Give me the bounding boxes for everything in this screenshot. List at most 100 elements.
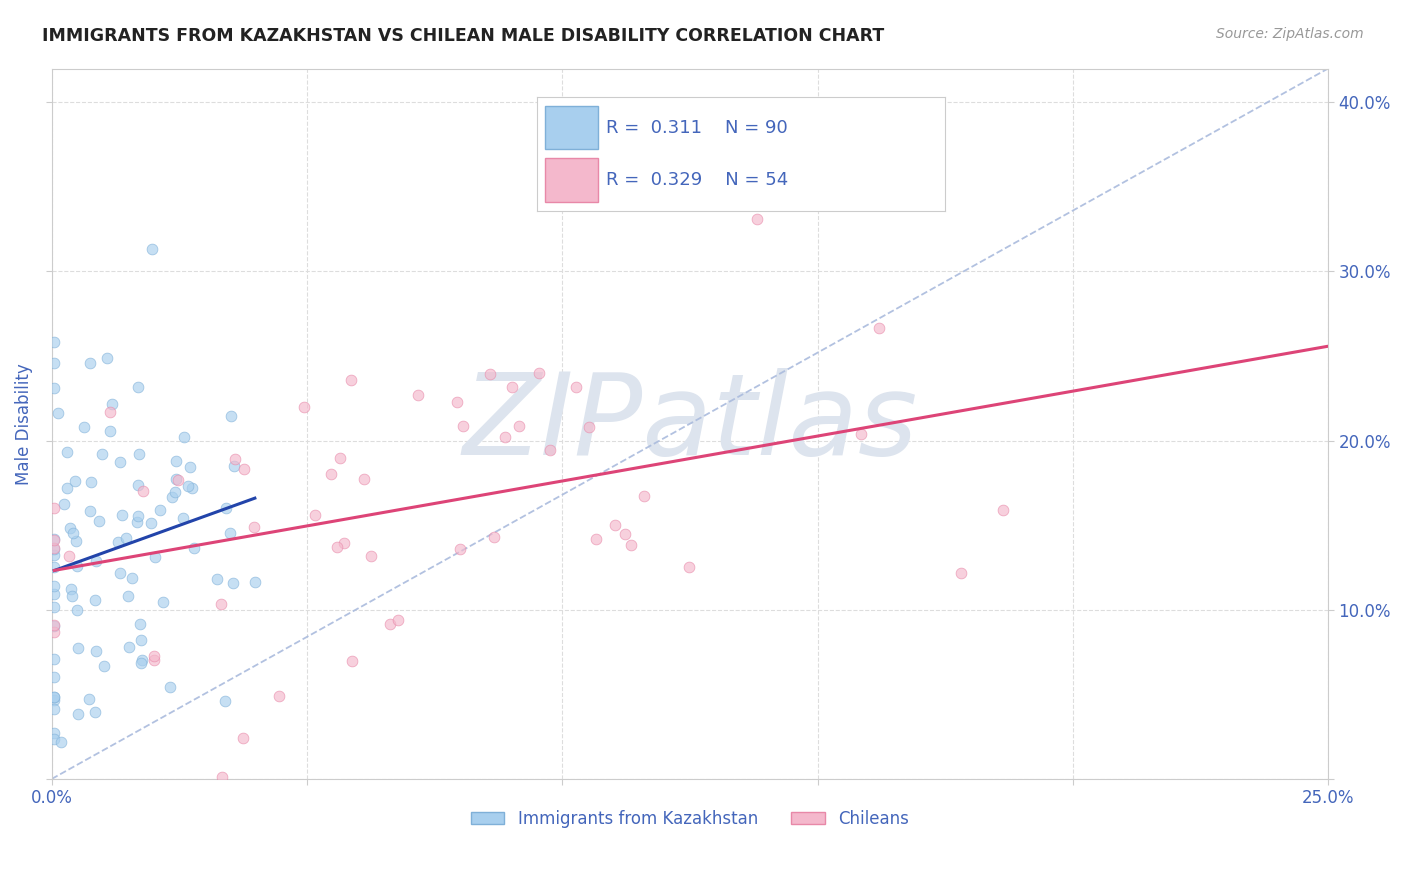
Point — [143, 648, 166, 663]
Point — [110, 508, 132, 523]
Point — [215, 501, 238, 516]
Point — [132, 483, 155, 498]
Point — [332, 535, 354, 549]
Point — [160, 490, 183, 504]
Point — [84, 644, 107, 658]
Point — [79, 504, 101, 518]
Point — [93, 658, 115, 673]
Point — [66, 559, 89, 574]
Point — [87, 514, 110, 528]
Point — [66, 641, 89, 656]
Point — [44, 690, 66, 705]
Point — [167, 474, 190, 488]
Point — [304, 508, 326, 522]
Point — [177, 479, 200, 493]
Point — [66, 707, 89, 722]
Point — [165, 472, 187, 486]
Point — [219, 409, 242, 423]
Point — [66, 603, 89, 617]
Point — [44, 560, 66, 574]
Point — [84, 705, 107, 719]
Point — [339, 373, 361, 387]
Point — [565, 380, 588, 394]
Point — [633, 489, 655, 503]
Point — [538, 443, 561, 458]
Point — [65, 533, 87, 548]
Point — [46, 406, 69, 420]
Point — [353, 472, 375, 486]
Point — [165, 485, 187, 500]
Point — [44, 334, 66, 349]
Point — [267, 689, 290, 703]
Point — [165, 454, 187, 468]
Point — [209, 597, 232, 611]
Point — [152, 595, 174, 609]
Point — [96, 351, 118, 365]
Point — [128, 447, 150, 461]
Point — [950, 566, 973, 581]
Point — [108, 566, 131, 580]
Point — [360, 549, 382, 563]
Point — [44, 501, 66, 516]
Point — [121, 571, 143, 585]
Point — [211, 770, 233, 784]
Point — [406, 388, 429, 402]
Point — [44, 652, 66, 666]
Point — [60, 582, 83, 597]
Point — [44, 578, 66, 592]
Point — [44, 542, 66, 557]
Point — [44, 356, 66, 370]
Point — [143, 653, 166, 667]
Point — [159, 681, 181, 695]
Point — [224, 452, 246, 467]
Point — [527, 366, 550, 380]
Point — [173, 430, 195, 444]
Legend: Immigrants from Kazakhstan, Chileans: Immigrants from Kazakhstan, Chileans — [464, 803, 915, 835]
Point — [44, 599, 66, 614]
Point — [79, 356, 101, 370]
Point — [44, 701, 66, 715]
Point — [243, 519, 266, 533]
Point — [172, 511, 194, 525]
Point — [292, 401, 315, 415]
Point — [118, 640, 141, 654]
Point — [107, 535, 129, 549]
Point — [494, 430, 516, 444]
Point — [218, 525, 240, 540]
Point — [380, 616, 402, 631]
Point — [149, 503, 172, 517]
Point — [183, 541, 205, 555]
Point — [44, 693, 66, 707]
Point — [141, 242, 163, 256]
Point — [232, 731, 254, 746]
Point — [449, 541, 471, 556]
Point — [91, 447, 114, 461]
Point — [44, 533, 66, 547]
Point — [179, 459, 201, 474]
Y-axis label: Male Disability: Male Disability — [15, 363, 32, 484]
Point — [340, 654, 363, 668]
Point — [98, 424, 121, 438]
Point — [849, 426, 872, 441]
Point — [44, 726, 66, 740]
Point — [44, 619, 66, 633]
Point — [62, 590, 84, 604]
Point — [79, 692, 101, 706]
Point — [329, 450, 352, 465]
Point — [993, 503, 1015, 517]
Point — [79, 475, 101, 489]
Point — [52, 497, 75, 511]
Point — [578, 420, 600, 434]
Point — [44, 690, 66, 705]
Point — [585, 532, 607, 546]
Point — [205, 572, 228, 586]
Point — [44, 618, 66, 632]
Point — [84, 592, 107, 607]
Point — [44, 541, 66, 555]
Point — [117, 590, 139, 604]
Point — [614, 527, 637, 541]
Point — [44, 381, 66, 395]
Point — [233, 461, 256, 475]
Point — [129, 656, 152, 670]
Point — [59, 520, 82, 534]
